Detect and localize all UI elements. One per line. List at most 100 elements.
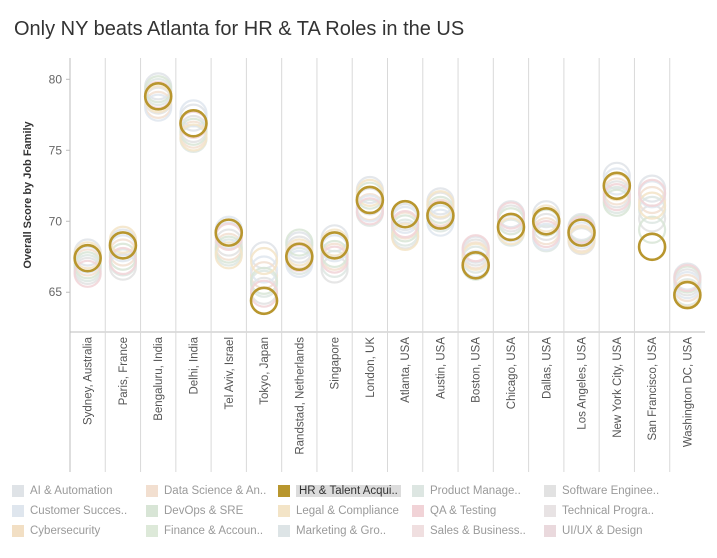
x-category-label: Austin, USA [435,337,447,399]
other-point [391,222,420,251]
x-category-label: Dallas, USA [541,337,553,399]
other-point [426,190,455,219]
other-point [496,201,526,230]
legend-label: Customer Succes.. [30,505,128,517]
y-tick-label: 80 [49,72,63,86]
legend-swatch [544,525,556,537]
legend-swatch [278,485,290,497]
chart-title: Only NY beats Atlanta for HR & TA Roles … [14,18,465,40]
other-point [285,249,314,278]
legend-item[interactable]: Marketing & Gro.. [278,522,408,540]
hr-talent-point [496,212,526,242]
other-point [73,259,102,288]
legend-label: Software Enginee.. [562,485,660,497]
hr-talent-point [637,232,667,262]
x-category-label: Sydney, Australia [83,336,95,425]
x-category-label: Los Angeles, USA [577,337,589,430]
x-category-label: Paris, France [118,337,130,405]
other-point [249,266,279,295]
other-point [461,242,490,271]
y-tick-label: 65 [49,285,63,299]
other-point [602,188,631,217]
legend-swatch [544,505,556,517]
legend-swatch [146,485,158,497]
other-point [179,123,208,152]
other-point [637,178,667,207]
other-point [214,235,243,264]
other-point [249,255,279,284]
legend-swatch [12,525,24,537]
other-point [673,263,702,293]
legend-swatch [544,485,556,497]
legend-label: HR & Talent Acqui.. [296,485,401,497]
legend-swatch [278,525,290,537]
legend-swatch [412,525,424,537]
other-point [73,251,102,280]
other-point [144,75,173,104]
other-point [637,185,667,215]
other-point [602,183,631,212]
hr-talent-point [249,286,279,316]
hr-talent-point [143,82,173,111]
legend-swatch [12,485,24,497]
hr-talent-point [426,201,455,230]
x-category-label: Delhi, India [188,336,200,394]
x-category-label: Bengaluru, India [153,336,165,420]
other-point [249,279,279,308]
hr-talent-point [673,280,702,310]
x-category-label: San Francisco, USA [647,337,659,441]
other-point [637,215,667,244]
hr-talent-point [214,218,244,247]
hr-talent-point [461,250,490,280]
x-category-label: Randstad, Netherlands [294,337,306,455]
other-point [144,93,173,122]
hr-talent-point [73,243,102,273]
legend-swatch [412,505,424,517]
legend-item[interactable]: Product Manage.. [412,482,540,500]
legend-item[interactable]: Data Science & An.. [146,482,274,500]
legend-item[interactable]: Customer Succes.. [12,502,142,520]
x-category-label: Chicago, USA [506,337,518,410]
other-point [426,208,455,237]
legend-label: Marketing & Gro.. [296,525,387,537]
legend-label: DevOps & SRE [164,505,244,517]
hr-talent-point [602,171,632,201]
legend-item[interactable]: Sales & Business.. [412,522,540,540]
other-point [249,246,279,276]
legend-item[interactable]: DevOps & SRE [146,502,274,520]
other-point [214,241,243,270]
legend-item[interactable]: UI/UX & Design [544,522,674,540]
legend-label: AI & Automation [30,485,113,497]
hr-talent-point [567,218,596,247]
legend-item[interactable]: Legal & Compliance [278,502,408,520]
x-category-label: London, UK [365,337,377,398]
chart-plot-area: 65 70 75 80 Overall Score by Job Family Sydne… [22,58,705,472]
x-category-label: Atlanta, USA [400,337,412,403]
legend-item[interactable]: QA & Testing [412,502,540,520]
legend-item[interactable]: Software Enginee.. [544,482,674,500]
legend-label: Technical Progra.. [562,505,655,517]
legend: AI & Automation Data Science & An.. HR & T… [12,482,712,544]
legend-label: Product Manage.. [430,485,521,497]
legend-item[interactable]: Finance & Accoun.. [146,522,274,540]
legend-item[interactable]: AI & Automation [12,482,142,500]
legend-swatch [146,505,158,517]
legend-item[interactable]: HR & Talent Acqui.. [278,482,408,500]
legend-item[interactable]: Technical Progra.. [544,502,674,520]
x-category-label: Tokyo, Japan [259,337,271,405]
legend-label: Cybersecurity [30,525,101,537]
other-point [391,210,420,239]
hr-talent-point [531,206,561,236]
other-point [320,239,349,269]
other-point [179,99,208,128]
legend-label: QA & Testing [430,505,497,517]
legend-swatch [278,505,290,517]
legend-label: Sales & Business.. [430,525,526,537]
legend-item[interactable]: Cybersecurity [12,522,142,540]
other-point [320,245,349,274]
other-point [673,271,702,300]
other-point [355,197,384,226]
legend-swatch [12,505,24,517]
x-category-label: New York City, USA [612,337,624,438]
legend-label: Data Science & An.. [164,485,267,497]
